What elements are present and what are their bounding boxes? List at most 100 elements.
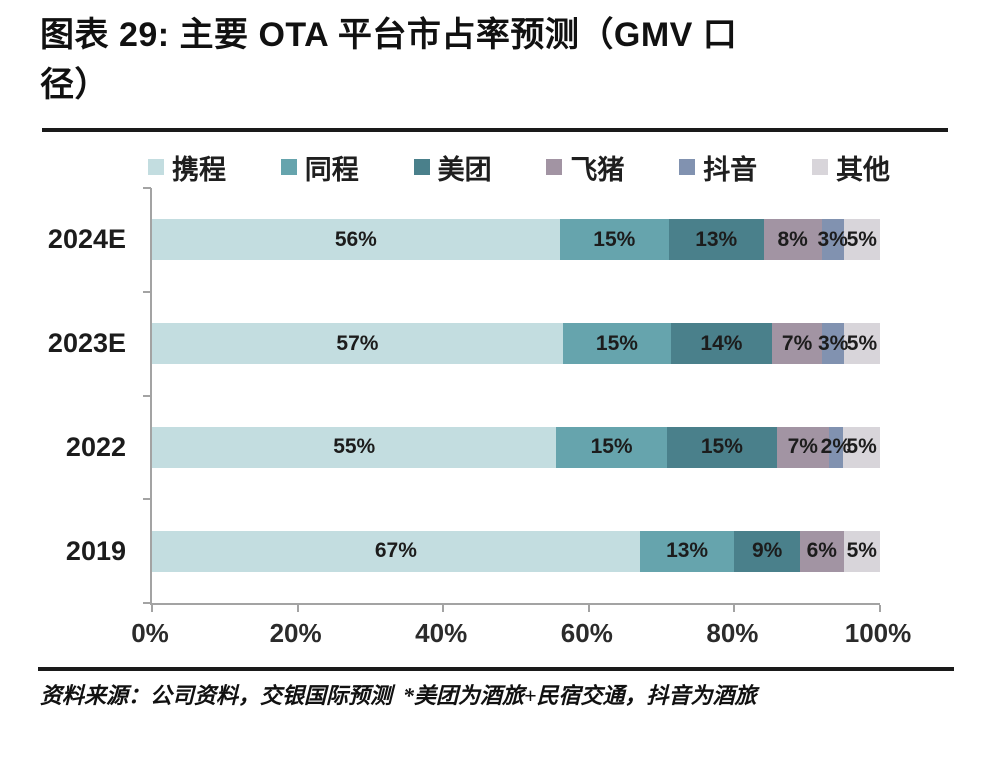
x-axis-tick [442,605,445,612]
category-band-2019: 67% 13% 9% 6% 5% [152,499,881,603]
data-label: 5% [846,539,877,563]
source-note: 资料来源：公司资料，交银国际预测 *美团为酒旅+民宿交通，抖音为酒旅 [40,683,757,708]
bar-segment-美团: 14% [670,323,772,365]
bar-segment-携程: 56% [152,219,560,261]
legend-label: 飞猪 [570,154,625,185]
data-label: 67% [374,539,417,563]
legend-item-携程: 携程 [148,148,226,187]
legend-swatch-icon [280,159,297,175]
stacked-bar-2022: 55% 15% 15% 7% 2% 5% [152,426,880,468]
bar-segment-其他: 5% [843,219,881,261]
title-divider [42,128,948,132]
footer-divider [38,667,954,671]
legend-label: 美团 [437,154,492,185]
bar-segment-飞猪: 7% [777,426,829,468]
figure-title: 图表 29: 主要 OTA 平台市占率预测（GMV 口径） [40,10,940,110]
data-label: 15% [593,227,636,251]
data-label: 57% [336,331,379,355]
data-label: 55% [333,435,376,459]
x-axis-label: 80% [706,618,759,648]
category-label-2023E: 2023E [47,328,126,359]
data-label: 5% [846,331,878,355]
data-label: 2% [820,435,852,459]
bar-segment-携程: 67% [152,530,640,572]
x-axis-tick [879,605,881,612]
category-label-2019: 2019 [65,535,126,566]
data-label: 15% [700,435,743,459]
legend-label: 其他 [835,154,890,185]
category-band-2022: 55% 15% 15% 7% 2% 5% [152,396,880,500]
category-label-2022: 2022 [65,431,126,462]
legend-item-美团: 美团 [413,148,492,187]
category-label-2024E: 2024E [47,224,126,255]
y-axis-tick [143,602,151,604]
legend-swatch-icon [546,159,563,175]
data-label: 8% [777,227,808,251]
x-axis-label: 60% [560,618,613,648]
y-axis-category-labels: 2024E 2023E 2022 2019 [0,188,136,603]
data-label: 7% [787,435,818,459]
legend-swatch-icon [811,159,828,175]
legend-item-飞猪: 飞猪 [546,148,624,187]
x-axis-tick [296,605,299,612]
x-axis-label: 100% [844,618,912,648]
stacked-bar-2023E: 57% 15% 14% 7% 3% 5% [152,323,880,365]
data-label: 6% [806,539,837,563]
x-axis-label: 20% [269,618,322,648]
bar-segment-其他: 5% [843,323,880,365]
bar-segment-携程: 57% [152,323,563,365]
data-label: 9% [751,539,783,563]
legend-swatch-icon [413,159,430,175]
data-label: 15% [595,331,638,355]
legend-swatch-icon [148,159,164,175]
bar-segment-携程: 55% [152,426,557,468]
figure-title-line2: 径） [40,66,109,104]
x-axis-label: 0% [131,618,169,648]
legend-item-抖音: 抖音 [679,148,757,187]
stacked-bar-2019: 67% 13% 9% 6% 5% [152,530,881,572]
legend-item-同程: 同程 [280,148,359,187]
x-axis-tick [587,605,590,612]
data-label: 5% [846,435,877,459]
x-axis-tick [733,605,736,612]
data-label: 13% [666,539,709,563]
legend-label: 同程 [304,154,359,185]
category-band-2023E: 57% 15% 14% 7% 3% 5% [152,292,880,396]
bar-segment-飞猪: 7% [771,323,823,365]
data-label: 15% [590,435,633,459]
x-axis-tick [151,605,153,612]
category-band-2024E: 56% 15% 13% 8% 3% 5% [152,188,881,292]
legend-item-其他: 其他 [811,148,890,187]
data-label: 7% [781,331,813,355]
bar-segment-美团: 9% [734,530,800,572]
legend-label: 携程 [172,154,226,185]
bar-segment-美团: 13% [668,219,764,261]
y-axis-tick [143,394,151,397]
bar-segment-抖音: 2% [821,426,851,468]
data-label: 3% [817,227,848,251]
bar-segment-其他: 5% [843,426,880,468]
legend: 携程 同程 美团 飞猪 抖音 其他 [148,148,890,187]
data-label: 13% [695,227,738,251]
data-label: 5% [846,227,877,251]
bar-segment-同程: 13% [639,530,735,572]
y-axis-tick [143,290,151,293]
y-axis-tick [143,498,151,501]
y-axis-tick [143,187,151,189]
data-label: 3% [817,331,849,355]
bar-segment-抖音: 3% [818,323,848,365]
bar-segment-飞猪: 6% [799,530,844,572]
legend-label: 抖音 [703,154,758,185]
bar-segment-同程: 15% [559,219,669,261]
x-axis-tick-labels: 0% 20% 40% 60% 80% 100% [131,618,911,652]
bar-segment-其他: 5% [843,530,881,572]
bar-segment-飞猪: 8% [763,219,822,261]
bar-segment-同程: 15% [562,323,671,365]
figure-title-line1: 图表 29: 主要 OTA 平台市占率预测（GMV 口 [40,16,738,54]
bar-segment-同程: 15% [556,426,667,468]
data-label: 14% [700,331,743,355]
x-axis-label: 40% [415,618,468,648]
plot-area: 56% 15% 13% 8% 3% 5% 57% 15% 14% 7% 3% 5% 55% 15% 15% 7… [143,187,881,612]
bar-segment-美团: 15% [666,426,778,468]
